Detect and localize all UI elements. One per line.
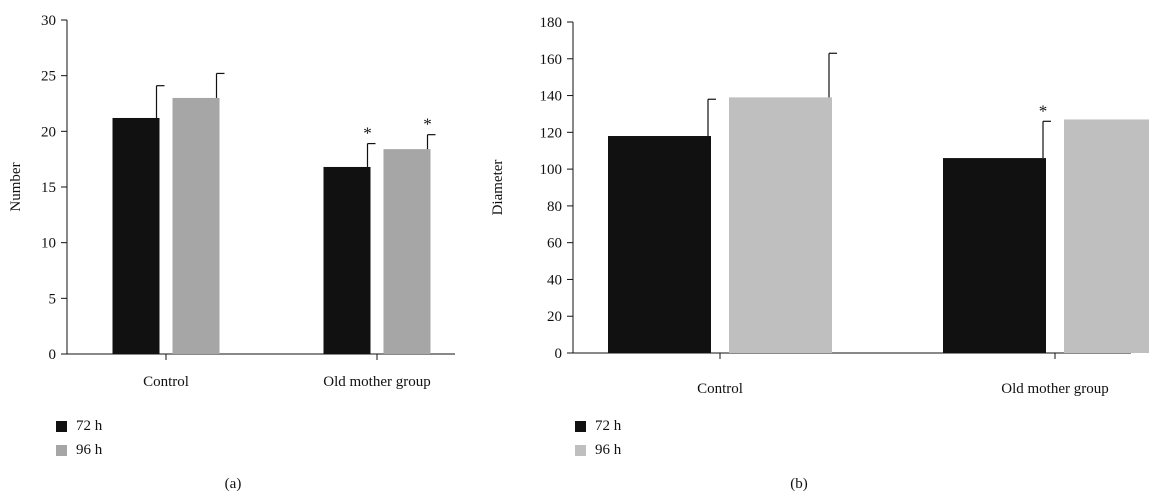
y-tick-label: 100 [540, 162, 563, 178]
y-tick-label: 120 [540, 125, 563, 141]
y-tick-label: 40 [547, 272, 562, 288]
y-axis-label: Number [8, 162, 24, 211]
legend-item: 96 h [575, 438, 621, 462]
chart-a-plot: 0 5 10 15 20 25 30 Number Control Old mother grou… [8, 13, 455, 390]
legend-item: 96 h [56, 438, 102, 462]
y-tick-label: 160 [540, 52, 563, 68]
y-tick-label: 140 [540, 89, 563, 105]
x-category-label: Old mother group [1001, 381, 1108, 397]
legend-item: 72 h [575, 414, 621, 438]
y-tick-label: 20 [547, 309, 562, 325]
legend-label: 72 h [595, 417, 622, 434]
legend-swatch [56, 420, 67, 432]
bar [383, 149, 431, 354]
y-tick-label: 0 [555, 346, 563, 362]
y-tick-label: 15 [41, 180, 56, 196]
bar [943, 158, 1046, 353]
chart-panel-b: 0 20 40 60 80 100 120 140 160 180 Diameter Control O… [470, 0, 1149, 498]
significance-marker: * [363, 124, 372, 143]
panel-label: (a) [224, 476, 242, 492]
chart-b-legend: 72 h 96 h [575, 414, 621, 462]
y-tick-label: 25 [41, 69, 56, 85]
y-tick-label: 0 [49, 347, 57, 363]
legend-label: 96 h [595, 441, 622, 458]
bar [112, 117, 160, 355]
x-category-label: Control [697, 381, 743, 397]
legend-item: 72 h [56, 414, 102, 438]
x-category-label: Control [143, 374, 189, 390]
legend-swatch [575, 420, 586, 432]
y-axis-label: Diameter [490, 160, 506, 216]
bar [1064, 119, 1149, 353]
x-category-label: Old mother group [323, 374, 430, 390]
y-tick-label: 60 [547, 236, 562, 252]
y-tick-label: 180 [540, 15, 563, 31]
legend-label: 72 h [76, 417, 103, 434]
y-tick-label: 10 [41, 236, 56, 252]
y-tick-label: 20 [41, 124, 56, 140]
bar [172, 97, 220, 354]
chart-a-legend: 72 h 96 h [56, 414, 102, 462]
significance-marker: * [423, 115, 432, 134]
significance-marker: * [1039, 101, 1048, 120]
legend-swatch [575, 444, 586, 456]
y-tick-label: 30 [41, 13, 56, 29]
bar [729, 97, 832, 354]
legend-label: 96 h [76, 441, 103, 458]
panel-label: (b) [790, 476, 808, 492]
y-tick-label: 80 [547, 199, 562, 215]
bar [608, 136, 711, 353]
y-tick-label: 5 [49, 291, 57, 307]
legend-swatch [56, 444, 67, 456]
chart-b-plot: 0 20 40 60 80 100 120 140 160 180 Diameter Control O… [490, 15, 1149, 397]
bar [323, 166, 371, 354]
chart-panel-a: 0 5 10 15 20 25 30 Number Control Old mother grou… [0, 0, 470, 498]
